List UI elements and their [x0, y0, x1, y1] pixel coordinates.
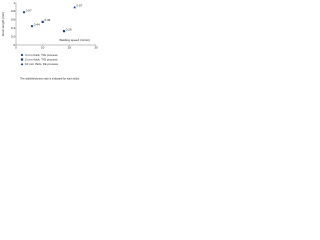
legend-marker [20, 58, 24, 61]
legend-marker [20, 62, 24, 66]
y-tick-label: 0.6 [11, 18, 16, 22]
y-tick-label: 0.8 [11, 9, 16, 13]
x-tick-label: 10 [41, 45, 45, 49]
ratio-label: 0.26 [66, 27, 72, 31]
ratio-label: 0.57 [76, 3, 82, 7]
chart: Grain length (mm) Welding speed (m/min) … [1, 1, 98, 81]
y-axis-label: Grain length (mm) [1, 12, 5, 36]
note: The width/thickness ratio is indicated f… [20, 77, 80, 81]
x-tick-label: 30 [94, 45, 98, 49]
y-tick-label: 0.4 [11, 26, 16, 30]
ratio-label: 0.57 [26, 9, 32, 13]
point [41, 20, 44, 23]
x-axis-label: Welding speed (m/min) [59, 38, 90, 42]
legend-label: 2 mm thick, TIG process [25, 57, 58, 61]
ratio-label: 0.44 [34, 22, 40, 26]
point [62, 30, 66, 33]
legend-marker [20, 53, 24, 57]
point [73, 5, 76, 9]
y-tick-label: 0 [13, 43, 15, 47]
ratio-label: 0.38 [44, 18, 50, 22]
legend-label: 10 mm thick, FE process [25, 62, 59, 66]
x-tick-label: 0 [15, 45, 17, 49]
point [22, 11, 26, 14]
legend-label: 3 mm thick, TIG process [25, 53, 58, 57]
y-tick-label: 0.2 [11, 34, 16, 38]
x-tick-label: 20 [68, 45, 72, 49]
y-tick-label: 1 [13, 1, 15, 5]
point [30, 25, 34, 28]
